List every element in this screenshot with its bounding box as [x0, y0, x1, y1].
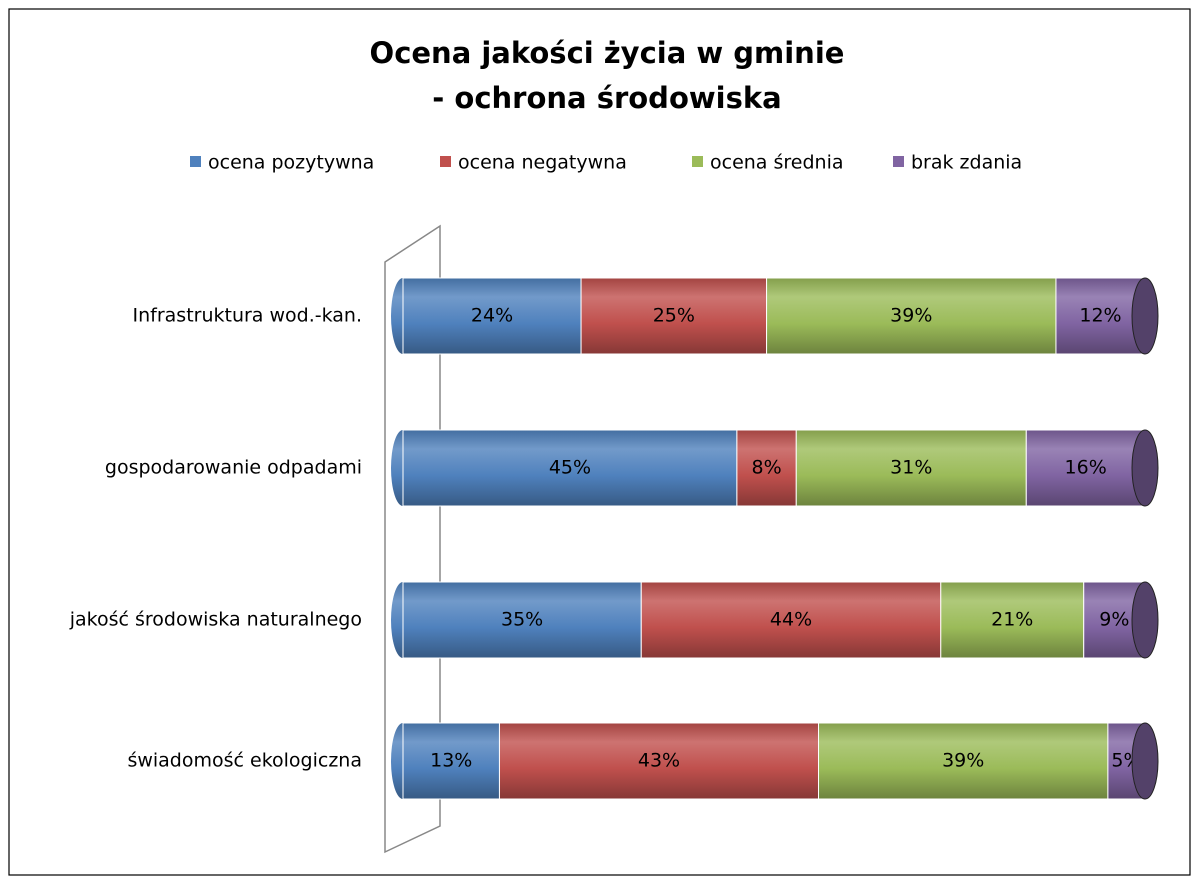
- bar-segment: [736, 429, 797, 507]
- value-label: 25%: [653, 305, 695, 327]
- value-label: 43%: [638, 750, 680, 772]
- legend-swatch: [692, 156, 703, 167]
- value-label: 24%: [471, 305, 513, 327]
- bar-segment: [580, 277, 768, 355]
- category-label: świadomość ekologiczna: [127, 750, 362, 772]
- legend-label: ocena pozytywna: [208, 152, 374, 174]
- bar-segment: [1055, 277, 1146, 355]
- value-label: 21%: [991, 609, 1033, 631]
- bar-cap: [1131, 722, 1159, 800]
- bar-cap: [1131, 277, 1159, 355]
- bar-segment: [1025, 429, 1146, 507]
- value-label: 12%: [1079, 305, 1121, 327]
- value-label: 39%: [890, 305, 932, 327]
- chart-title: - ochrona środowiska: [432, 81, 781, 115]
- bar-segment: [795, 429, 1027, 507]
- chart-title: Ocena jakości życia w gminie: [370, 36, 845, 70]
- legend-label: brak zdania: [911, 152, 1022, 174]
- legend-label: ocena negatywna: [458, 152, 627, 174]
- bar-segment: [766, 277, 1057, 355]
- bar-segment: [818, 722, 1109, 800]
- bar-segment: [640, 581, 942, 659]
- value-label: 8%: [752, 457, 782, 479]
- value-label: 39%: [942, 750, 984, 772]
- value-label: 35%: [501, 609, 543, 631]
- value-label: 31%: [890, 457, 932, 479]
- value-label: 16%: [1065, 457, 1107, 479]
- bar-cap: [1131, 581, 1159, 659]
- bar-segment: [402, 429, 738, 507]
- bar-segment: [498, 722, 820, 800]
- category-label: gospodarowanie odpadami: [105, 457, 362, 479]
- bar-segment: [402, 722, 500, 800]
- category-label: Infrastruktura wod.-kan.: [133, 305, 363, 327]
- value-label: 13%: [430, 750, 472, 772]
- bar-cap: [1131, 429, 1159, 507]
- legend-swatch: [893, 156, 904, 167]
- value-label: 9%: [1099, 609, 1129, 631]
- category-label: jakość środowiska naturalnego: [69, 609, 362, 631]
- value-label: 45%: [549, 457, 591, 479]
- value-label: 44%: [770, 609, 812, 631]
- bar-segment: [402, 277, 582, 355]
- back-wall: [384, 224, 441, 854]
- legend-swatch: [190, 156, 201, 167]
- bar-segment: [402, 581, 642, 659]
- legend-label: ocena średnia: [710, 152, 844, 174]
- bar-segment: [940, 581, 1085, 659]
- legend-swatch: [440, 156, 451, 167]
